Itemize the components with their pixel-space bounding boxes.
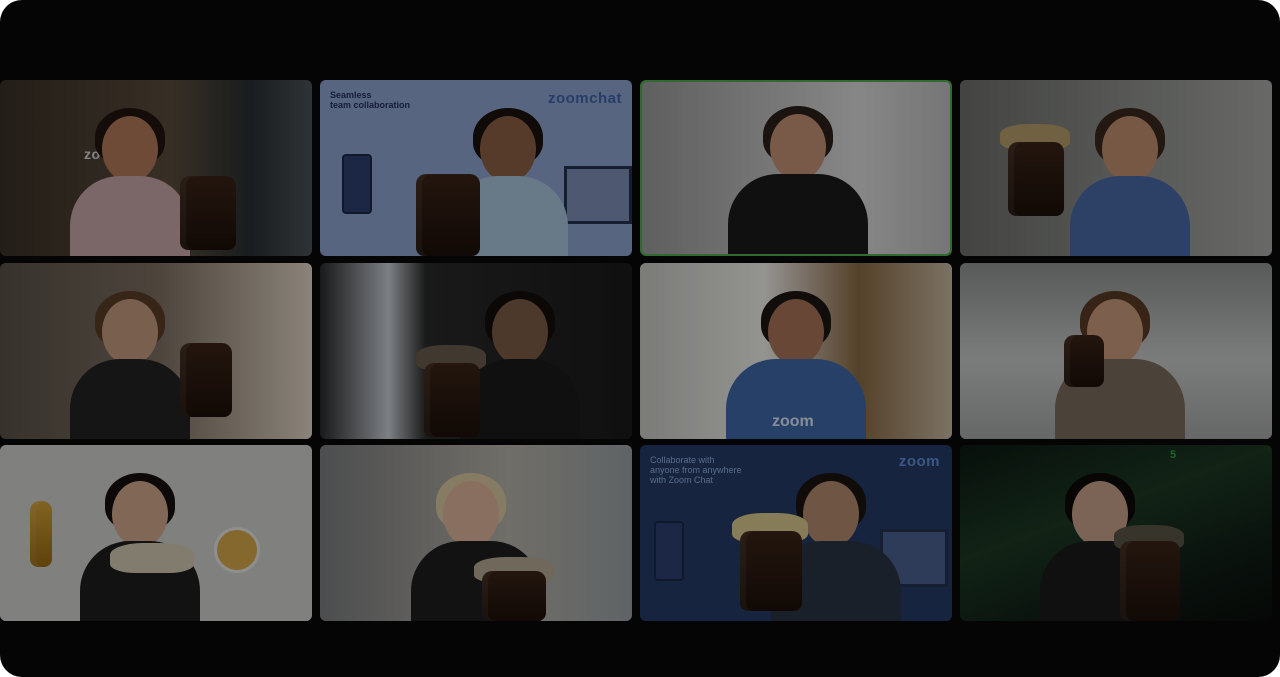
participant (70, 289, 190, 439)
video-tile-12[interactable]: 5 (960, 445, 1272, 621)
kombucha-jar (416, 174, 480, 256)
video-tile-4[interactable] (960, 80, 1272, 256)
tea-cup (214, 527, 260, 573)
video-gallery: zoom Seamless team collaboration zoomcha… (0, 80, 1276, 623)
kombucha-jar (180, 176, 236, 250)
video-tile-10[interactable] (320, 445, 632, 621)
corner-count: 5 (1170, 449, 1177, 461)
video-tile-9[interactable] (0, 445, 312, 621)
video-tile-6[interactable] (320, 263, 632, 439)
tagline-line-1: Collaborate with (650, 455, 715, 465)
kombucha-jar (180, 343, 232, 417)
participant (728, 104, 868, 254)
video-tile-8[interactable] (960, 263, 1272, 439)
kombucha-jar (740, 531, 802, 611)
video-tile-5[interactable] (0, 263, 312, 439)
video-tile-11[interactable]: Collaborate with anyone from anywhere wi… (640, 445, 952, 621)
video-tile-3-active-speaker[interactable] (640, 80, 952, 256)
background-tagline: Seamless team collaboration (330, 90, 410, 110)
tagline-line-2: anyone from anywhere (650, 465, 742, 475)
tagline-line-2: team collaboration (330, 100, 411, 110)
video-tile-2[interactable]: Seamless team collaboration zoomchat (320, 80, 632, 256)
background-tagline: Collaborate with anyone from anywhere wi… (650, 455, 742, 485)
video-tile-1[interactable]: zoom (0, 80, 312, 256)
phone-illustration (654, 521, 684, 581)
jar-cloth-cover (110, 543, 194, 573)
kombucha-jar (1064, 335, 1104, 387)
syrup-bottle (30, 501, 52, 567)
participant (460, 289, 580, 439)
video-tile-7[interactable]: zoom (640, 263, 952, 439)
participant (726, 289, 866, 439)
shirt-zoom-logo: zoom (772, 413, 814, 430)
kombucha-jar (1120, 541, 1180, 621)
participant (80, 471, 200, 621)
participant (70, 106, 190, 256)
participant (1070, 106, 1190, 256)
kombucha-jar (1008, 142, 1064, 216)
monitor-illustration (564, 166, 632, 224)
zoom-logo: zoom (898, 453, 940, 470)
tagline-line-3: with Zoom Chat (650, 475, 714, 485)
zoom-chat-logo: zoomchat (547, 90, 622, 107)
phone-illustration (342, 154, 372, 214)
kombucha-jar (424, 363, 480, 437)
participant (771, 471, 901, 621)
kombucha-jar (482, 571, 546, 621)
tagline-line-1: Seamless (330, 90, 372, 100)
